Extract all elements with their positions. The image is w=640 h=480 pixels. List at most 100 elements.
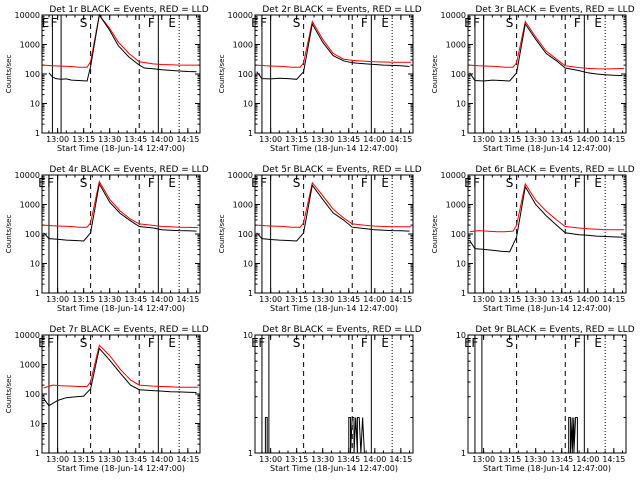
- chart-title: Det 4r BLACK = Events, RED = LLD: [49, 165, 208, 175]
- x-axis-label: Start Time (18-Jun-14 12:47:00): [270, 464, 398, 473]
- y-tick-label: 1: [461, 449, 466, 458]
- y-axis-label: Counts/sec: [431, 215, 439, 254]
- x-tick-label: 13:15: [285, 295, 308, 304]
- marker-label: E: [38, 176, 46, 190]
- x-tick-label: 13:15: [285, 455, 308, 464]
- chart-panel-3: Det 3r BLACK = Events, RED = LLD 1 10 100 10…: [431, 5, 635, 153]
- x-tick-label: 13:00: [259, 135, 282, 144]
- plot-frame: [254, 334, 414, 454]
- chart-panel-1: Det 1r BLACK = Events, RED = LLD 1 10 100 10…: [5, 5, 209, 153]
- marker-label: F: [148, 16, 155, 30]
- y-tick-label: 1: [35, 289, 40, 298]
- marker-label: E: [42, 16, 50, 30]
- series-line-events: [264, 417, 365, 454]
- y-tick-label: 1000: [233, 41, 253, 50]
- y-tick-label: 10000: [15, 331, 40, 340]
- x-tick-label: 14:15: [389, 455, 412, 464]
- y-axis-label: Counts/sec: [5, 55, 13, 94]
- marker-label: E: [381, 176, 389, 190]
- plot-frame: [254, 14, 414, 134]
- marker-label: E: [594, 336, 602, 350]
- series-line-events: [43, 182, 197, 242]
- x-tick-label: 14:15: [176, 455, 199, 464]
- marker-label: F: [258, 336, 265, 350]
- x-tick-label: 14:00: [150, 295, 173, 304]
- marker-label: F: [361, 16, 368, 30]
- x-tick-label: 14:00: [363, 295, 386, 304]
- series-line-lld: [43, 13, 199, 68]
- x-tick-label: 14:00: [150, 455, 173, 464]
- x-tick-label: 13:00: [46, 455, 69, 464]
- marker-label: F: [473, 176, 480, 190]
- y-tick-label: 1: [35, 129, 40, 138]
- x-tick-label: 13:30: [524, 455, 547, 464]
- y-tick-label: 10: [243, 100, 253, 109]
- series-line-lld: [43, 180, 199, 229]
- y-tick-label: 10: [30, 420, 40, 429]
- x-tick-label: 13:45: [124, 295, 147, 304]
- y-tick-label: 10000: [15, 171, 40, 180]
- marker-label: E: [381, 16, 389, 30]
- series-line-events: [48, 13, 197, 82]
- marker-label: F: [471, 336, 478, 350]
- series-line-lld: [256, 181, 412, 228]
- marker-label: S: [80, 336, 88, 350]
- x-tick-label: 14:00: [576, 295, 599, 304]
- series-line-lld: [256, 20, 412, 68]
- x-tick-label: 14:00: [363, 135, 386, 144]
- marker-label: F: [47, 336, 54, 350]
- chart-title: Det 6r BLACK = Events, RED = LLD: [475, 165, 634, 175]
- x-axis-label: Start Time (18-Jun-14 12:47:00): [270, 144, 398, 153]
- y-tick-label: 100: [238, 230, 253, 239]
- chart-title: Det 5r BLACK = Events, RED = LLD: [262, 165, 421, 175]
- series-line-lld: [43, 344, 199, 389]
- marker-label: E: [168, 176, 176, 190]
- chart-panel-5: Det 5r BLACK = Events, RED = LLD 1 10 100 10…: [218, 165, 422, 313]
- x-axis-label: Start Time (18-Jun-14 12:47:00): [57, 304, 185, 313]
- marker-label: S: [293, 336, 301, 350]
- x-tick-label: 13:00: [472, 295, 495, 304]
- series-line-lld: [469, 20, 625, 70]
- x-tick-label: 13:30: [524, 135, 547, 144]
- series-line-events: [568, 417, 578, 454]
- marker-label: E: [464, 16, 472, 30]
- y-tick-label: 10: [243, 331, 253, 340]
- plot-frame: [467, 334, 627, 454]
- y-tick-label: 100: [25, 230, 40, 239]
- y-tick-label: 10000: [15, 11, 40, 20]
- chart-panel-6: Det 6r BLACK = Events, RED = LLD 1 10 100 10…: [431, 165, 635, 313]
- y-tick-label: 1: [248, 449, 253, 458]
- x-tick-label: 13:00: [46, 135, 69, 144]
- marker-label: F: [51, 16, 58, 30]
- x-tick-label: 14:00: [150, 135, 173, 144]
- y-tick-label: 1000: [20, 41, 40, 50]
- y-tick-label: 1: [248, 129, 253, 138]
- y-axis-label: Counts/sec: [218, 55, 226, 94]
- x-tick-label: 13:30: [311, 295, 334, 304]
- y-tick-label: 1000: [446, 201, 466, 210]
- x-tick-label: 13:30: [524, 295, 547, 304]
- chart-title: Det 2r BLACK = Events, RED = LLD: [262, 5, 421, 15]
- x-tick-label: 13:45: [124, 135, 147, 144]
- marker-label: E: [251, 336, 259, 350]
- x-tick-label: 14:00: [576, 135, 599, 144]
- x-tick-label: 13:45: [337, 135, 360, 144]
- x-tick-label: 13:30: [311, 455, 334, 464]
- series-line-events: [43, 347, 197, 407]
- x-tick-label: 13:15: [498, 135, 521, 144]
- y-axis-label: Counts/sec: [218, 215, 226, 254]
- plot-frame: [467, 174, 627, 294]
- series-line-events: [256, 183, 410, 242]
- marker-label: S: [80, 16, 88, 30]
- marker-label: F: [574, 176, 581, 190]
- marker-label: F: [47, 176, 54, 190]
- chart-title: Det 1r BLACK = Events, RED = LLD: [49, 5, 208, 15]
- x-tick-label: 14:15: [389, 135, 412, 144]
- x-tick-label: 14:00: [363, 455, 386, 464]
- x-tick-label: 13:30: [311, 135, 334, 144]
- x-tick-label: 13:45: [337, 295, 360, 304]
- y-tick-label: 10: [456, 331, 466, 340]
- marker-label: E: [381, 336, 389, 350]
- plot-frame: [41, 334, 201, 454]
